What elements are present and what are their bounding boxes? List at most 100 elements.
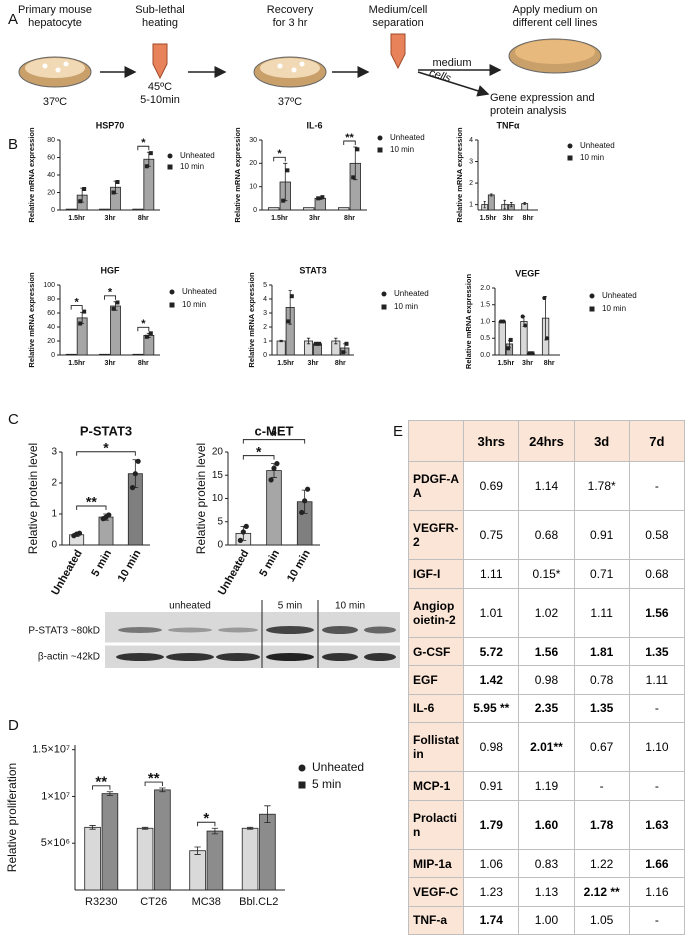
table-cell: 1.81	[573, 637, 630, 667]
table-cell: 1.35	[628, 637, 686, 667]
y-axis-label: Relative mRNA expression	[464, 274, 473, 370]
data-point	[285, 168, 290, 173]
cell	[55, 67, 61, 73]
table-cell: 1.79	[463, 799, 520, 850]
step-label: Primary mouse	[18, 4, 92, 16]
data-point	[144, 164, 149, 169]
significance-bracket	[137, 145, 150, 151]
legend-marker	[567, 143, 573, 149]
band	[116, 653, 164, 661]
legend-label: Unheated	[602, 291, 637, 300]
data-point	[106, 512, 112, 518]
table-cell: 1.06	[463, 848, 520, 879]
step-label: Recovery	[267, 4, 314, 16]
error-bar	[246, 826, 254, 830]
y-tick-label: 20	[212, 447, 224, 458]
table-cell: 1.66	[628, 848, 686, 879]
y-tick-label: 20	[47, 338, 55, 345]
table-cell: 1.16	[628, 877, 686, 907]
x-tick-label: 10 min	[116, 548, 144, 584]
significance-bracket	[104, 295, 116, 300]
table-cell: 1.02	[518, 587, 575, 639]
arrow	[417, 71, 490, 97]
y-tick-label: 20	[249, 160, 257, 167]
significance-label: *	[203, 810, 209, 827]
table-cell: 0.75	[463, 510, 520, 561]
cell	[277, 63, 283, 69]
legend-marker	[167, 164, 173, 170]
data-point	[501, 319, 506, 324]
y-tick-label: 3	[51, 447, 57, 458]
y-tick-label: 1×10⁷	[41, 790, 70, 802]
significance-bracket	[76, 505, 107, 510]
x-tick-label: 5 min	[257, 548, 282, 579]
workflow: Primary mouse hepatocyte 37ºC Sub-lethal…	[18, 4, 602, 117]
y-tick-label: 1	[51, 509, 57, 520]
table-row: IL-6 5.95 ** 2.35 1.35-	[407, 693, 686, 724]
table-cell: 1.14	[518, 460, 575, 512]
x-tick-label: 3hr	[309, 215, 320, 222]
data-point	[132, 471, 138, 477]
x-tick-label: 1.5hr	[68, 215, 85, 222]
legend-label: 10 min	[394, 302, 418, 311]
bar	[338, 207, 350, 211]
y-tick-label: 2	[469, 180, 473, 187]
error-bar	[510, 202, 513, 208]
significance-label: *	[256, 443, 262, 459]
table-row: VEGF-C 1.23 1.13 2.12 ** 1.16	[407, 877, 686, 907]
data-point	[78, 321, 83, 326]
table-row: VEGFR-2 0.75 0.68 0.91 0.58	[407, 510, 686, 561]
cytokine-table: 3hrs 24hrs 3d 7d PDGF-AA 0.69 1.14 1.78* - VEGFR-…	[407, 420, 686, 936]
data-point	[111, 190, 116, 195]
dish-surface	[25, 58, 85, 78]
data-point	[243, 523, 249, 530]
x-tick-label: 8hr	[523, 215, 534, 222]
table-cell: 1.19	[518, 771, 575, 801]
step-condition: 45ºC	[148, 81, 172, 93]
data-point	[344, 341, 349, 346]
table-cell: 0.58	[628, 510, 686, 561]
cell	[42, 63, 48, 69]
row-name: EGF	[407, 665, 465, 695]
western-blot: unheated 5 min 10 min P-STAT3 ~80kD β-ac…	[28, 600, 400, 668]
bar	[65, 353, 77, 356]
y-tick-label: 0.5	[480, 335, 490, 342]
table-cell: 1.11	[573, 587, 630, 639]
significance-label: *	[108, 287, 113, 299]
tube	[152, 43, 168, 80]
y-tick-label: 20	[47, 189, 55, 196]
x-tick-label: 1.5hr	[277, 360, 294, 367]
y-tick-label: 5×10⁶	[41, 837, 70, 849]
x-tick-label: R3230	[85, 896, 117, 908]
band	[266, 626, 314, 634]
band	[322, 653, 358, 661]
bar	[99, 208, 110, 211]
table-cell: 1.11	[463, 559, 520, 589]
panel-label: D	[8, 717, 19, 734]
legend-marker	[381, 291, 387, 297]
data-point	[82, 309, 87, 314]
tube	[390, 33, 406, 70]
legend-marker	[167, 153, 173, 159]
bar	[136, 827, 154, 891]
data-point	[299, 509, 305, 516]
table-row: G-CSF 5.72 1.56 1.81 1.35	[407, 637, 686, 667]
bar	[98, 516, 114, 546]
band	[216, 653, 260, 661]
y-tick-label: 80	[47, 296, 55, 303]
bar	[84, 826, 101, 891]
data-point	[341, 350, 346, 355]
y-tick-label: 0	[51, 540, 57, 551]
y-tick-label: 3	[263, 310, 267, 317]
bar	[241, 827, 259, 891]
x-tick-label: 3hr	[308, 360, 319, 367]
x-tick-label: MC38	[192, 896, 221, 908]
y-tick-label: 40	[47, 324, 55, 331]
row-name: TNF-a	[407, 905, 465, 936]
table-cell: 0.68	[518, 510, 575, 561]
legend-label: Unheated	[312, 760, 364, 774]
bar	[65, 208, 77, 211]
data-point	[544, 336, 549, 341]
table-cell: 1.13	[518, 877, 575, 907]
table-cell: 2.35	[518, 693, 575, 724]
